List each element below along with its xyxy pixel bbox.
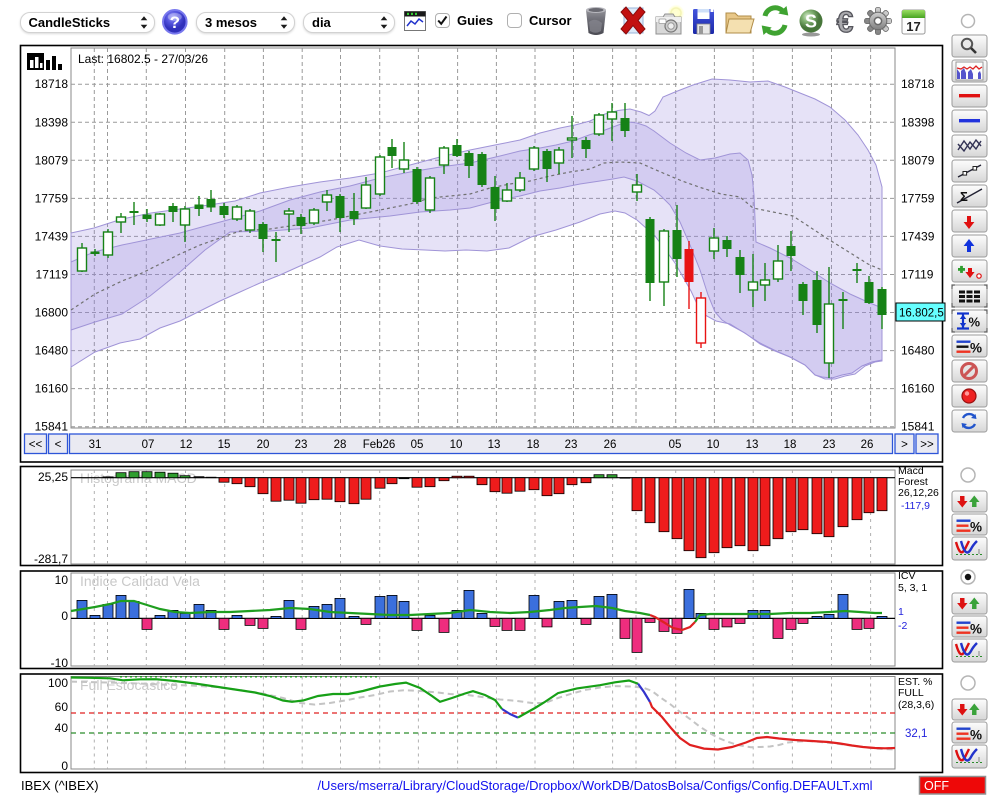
svg-text:16480: 16480 bbox=[901, 344, 935, 358]
svg-text:17759: 17759 bbox=[901, 191, 935, 205]
svg-text:Forest: Forest bbox=[898, 476, 928, 488]
svg-text:<<: << bbox=[29, 439, 43, 451]
svg-text:17: 17 bbox=[906, 19, 920, 34]
svg-text:17439: 17439 bbox=[901, 229, 935, 243]
svg-text:€: € bbox=[837, 6, 854, 38]
svg-text:>: > bbox=[901, 439, 908, 451]
svg-text:>>: >> bbox=[920, 439, 934, 451]
svg-text:%: % bbox=[970, 622, 982, 637]
svg-text:17119: 17119 bbox=[36, 268, 69, 282]
svg-text:-2: -2 bbox=[898, 620, 907, 632]
svg-text:Full Estocastico: Full Estocastico bbox=[80, 677, 178, 693]
svg-text:10: 10 bbox=[450, 439, 463, 451]
svg-text:18718: 18718 bbox=[35, 77, 69, 91]
svg-text:23: 23 bbox=[295, 439, 308, 451]
svg-text:15841: 15841 bbox=[35, 420, 69, 434]
svg-text:IBEX (^IBEX): IBEX (^IBEX) bbox=[21, 778, 99, 793]
svg-text:100: 100 bbox=[48, 676, 68, 690]
svg-text:16160: 16160 bbox=[35, 382, 69, 396]
svg-text:%: % bbox=[970, 520, 982, 535]
svg-text:-117,9: -117,9 bbox=[901, 500, 930, 512]
svg-text:17119: 17119 bbox=[901, 268, 934, 282]
svg-text:/Users/mserra/Library/CloudSto: /Users/mserra/Library/CloudStorage/Dropb… bbox=[317, 778, 872, 793]
svg-text:26,12,26: 26,12,26 bbox=[898, 487, 939, 499]
svg-text:OFF: OFF bbox=[924, 779, 949, 793]
svg-text:EST. %: EST. % bbox=[898, 676, 932, 688]
svg-text:18718: 18718 bbox=[901, 77, 935, 91]
svg-text:Feb26: Feb26 bbox=[363, 439, 396, 451]
svg-text:1: 1 bbox=[898, 606, 904, 618]
svg-text:17439: 17439 bbox=[35, 229, 69, 243]
svg-text:S: S bbox=[805, 12, 817, 32]
svg-text:%: % bbox=[970, 728, 982, 743]
svg-text:13: 13 bbox=[746, 439, 759, 451]
svg-text:40: 40 bbox=[55, 721, 69, 735]
svg-text:FULL: FULL bbox=[898, 687, 924, 699]
svg-text:Σ: Σ bbox=[960, 189, 968, 204]
svg-text:07: 07 bbox=[142, 439, 155, 451]
svg-text:25,25: 25,25 bbox=[38, 470, 68, 484]
svg-text:28: 28 bbox=[334, 439, 347, 451]
svg-text:15841: 15841 bbox=[901, 420, 935, 434]
svg-text:23: 23 bbox=[565, 439, 578, 451]
svg-text:15: 15 bbox=[218, 439, 231, 451]
svg-text:18: 18 bbox=[784, 439, 797, 451]
svg-text:16480: 16480 bbox=[35, 344, 69, 358]
svg-text:18079: 18079 bbox=[901, 153, 935, 167]
svg-text:18: 18 bbox=[527, 439, 540, 451]
svg-text:32,1: 32,1 bbox=[905, 728, 927, 740]
svg-text:Indice Calidad Vela: Indice Calidad Vela bbox=[80, 573, 200, 589]
svg-text:16800: 16800 bbox=[35, 306, 69, 320]
svg-text:05: 05 bbox=[411, 439, 424, 451]
svg-text:26: 26 bbox=[604, 439, 617, 451]
svg-text:16.802,5: 16.802,5 bbox=[899, 308, 944, 320]
svg-text:(28,3,6): (28,3,6) bbox=[898, 699, 934, 711]
svg-text:%: % bbox=[970, 341, 982, 356]
svg-text:0: 0 bbox=[61, 759, 68, 773]
svg-text:<: < bbox=[55, 439, 62, 451]
svg-text:18079: 18079 bbox=[35, 153, 69, 167]
svg-text:-10: -10 bbox=[51, 656, 69, 670]
svg-text:13: 13 bbox=[488, 439, 501, 451]
svg-text:23: 23 bbox=[823, 439, 836, 451]
svg-text:16160: 16160 bbox=[901, 382, 935, 396]
svg-text:%: % bbox=[969, 315, 981, 330]
svg-text:?: ? bbox=[170, 13, 180, 32]
svg-text:05: 05 bbox=[669, 439, 682, 451]
svg-text:18398: 18398 bbox=[35, 115, 69, 129]
svg-text:60: 60 bbox=[55, 700, 69, 714]
svg-text:Macd: Macd bbox=[898, 465, 924, 477]
svg-text:20: 20 bbox=[257, 439, 270, 451]
svg-text:31: 31 bbox=[89, 439, 102, 451]
svg-text:26: 26 bbox=[861, 439, 874, 451]
svg-text:-281,7: -281,7 bbox=[34, 552, 68, 566]
svg-text:10: 10 bbox=[707, 439, 720, 451]
svg-text:12: 12 bbox=[180, 439, 193, 451]
svg-text:18398: 18398 bbox=[901, 115, 935, 129]
svg-text:0: 0 bbox=[61, 609, 68, 623]
svg-text:Last: 16802.5 - 27/03/26: Last: 16802.5 - 27/03/26 bbox=[78, 52, 208, 66]
svg-text:17759: 17759 bbox=[35, 191, 69, 205]
svg-text:10: 10 bbox=[55, 573, 69, 587]
svg-text:5, 3, 1: 5, 3, 1 bbox=[898, 582, 927, 594]
svg-text:ICV: ICV bbox=[898, 570, 916, 582]
